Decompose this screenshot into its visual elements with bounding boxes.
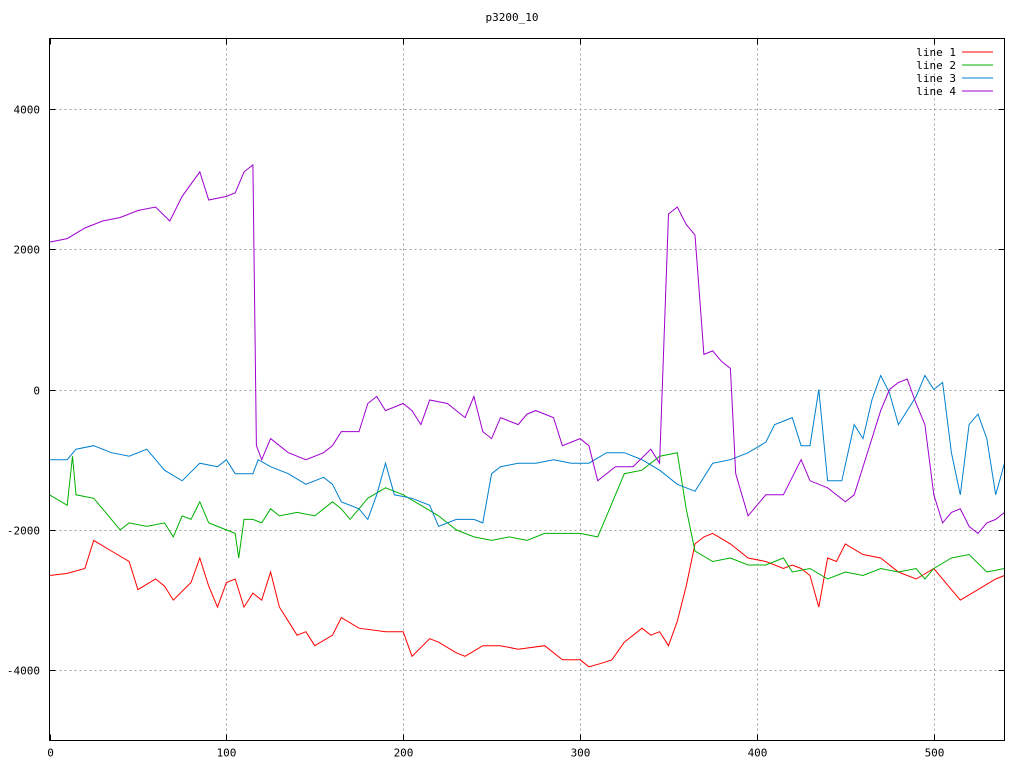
y-tick-label: 4000 bbox=[14, 104, 41, 117]
legend-label: line 4 bbox=[916, 85, 956, 98]
y-tick-label: -4000 bbox=[7, 665, 40, 678]
tick-labels: 0 100 200 300 400 500 -4000 -2000 0 2000 4000 bbox=[7, 38, 1005, 760]
x-tick-label: 200 bbox=[394, 747, 414, 760]
chart-title: p3200_10 bbox=[486, 11, 539, 24]
series-line-1 bbox=[49, 532, 1005, 668]
x-tick-label: 400 bbox=[748, 747, 768, 760]
x-tick-label: 300 bbox=[571, 747, 591, 760]
x-tick-label: 500 bbox=[925, 747, 945, 760]
series-line-3 bbox=[49, 374, 1005, 528]
plot-frame bbox=[49, 38, 1005, 741]
legend-label: line 2 bbox=[916, 59, 956, 72]
series-line-2 bbox=[49, 452, 1005, 580]
legend-label: line 1 bbox=[916, 46, 956, 59]
series-group bbox=[49, 163, 1005, 668]
x-tick-label: 0 bbox=[47, 747, 54, 760]
grid bbox=[49, 38, 1005, 741]
y-tick-label: 0 bbox=[33, 385, 40, 398]
y-tick-label: 2000 bbox=[14, 244, 41, 257]
y-tick-label: -2000 bbox=[7, 525, 40, 538]
x-tick-label: 100 bbox=[217, 747, 237, 760]
legend-label: line 3 bbox=[916, 72, 956, 85]
series-line-4 bbox=[49, 163, 1005, 535]
